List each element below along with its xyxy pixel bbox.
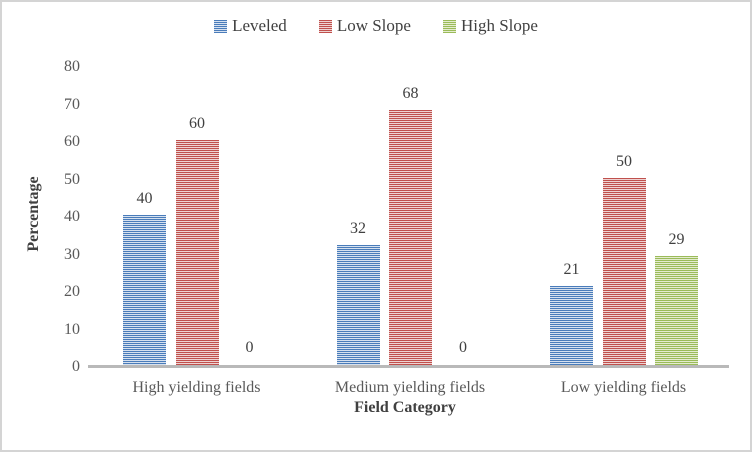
y-tick-label: 80 [64, 58, 80, 75]
value-label-high-slope-medium-yielding-fields: 0 [459, 339, 467, 356]
legend-item-low-slope: Low Slope [318, 16, 411, 36]
legend-item-high-slope: High Slope [442, 16, 538, 36]
bar-low-slope-high-yielding-fields [175, 140, 219, 365]
bar-low-slope-low-yielding-fields [602, 177, 646, 365]
bar-leveled-low-yielding-fields [550, 286, 593, 365]
value-label-leveled-low-yielding-fields: 21 [563, 261, 580, 279]
bar-leveled-medium-yielding-fields [336, 245, 380, 365]
y-tick-label: 20 [64, 283, 80, 300]
legend: Leveled Low Slope High Slope [0, 16, 752, 36]
bar-leveled-high-yielding-fields [123, 215, 166, 365]
y-axis-title: Percentage [25, 176, 42, 252]
category-label-medium-yielding-fields: Medium yielding fields [334, 379, 486, 396]
y-tick-label: 40 [64, 208, 80, 225]
legend-item-leveled: Leveled [214, 16, 287, 36]
y-tick-label: 70 [64, 95, 80, 113]
legend-swatch-low-slope-icon [318, 19, 332, 33]
y-tick-label: 10 [64, 320, 80, 338]
value-label-low-slope-medium-yielding-fields: 68 [402, 85, 419, 102]
value-label-leveled-high-yielding-fields: 40 [136, 190, 153, 207]
y-tick-label: 50 [64, 170, 80, 188]
value-label-high-slope-low-yielding-fields: 29 [668, 231, 685, 249]
value-label-high-slope-high-yielding-fields: 0 [245, 339, 254, 356]
value-label-low-slope-high-yielding-fields: 60 [189, 115, 205, 132]
x-axis-title: Field Category [354, 399, 456, 416]
bar-low-slope-medium-yielding-fields [389, 110, 432, 365]
legend-label: High Slope [460, 16, 538, 35]
category-label-low-yielding-fields: Low yielding fields [560, 379, 687, 396]
y-tick-label: 60 [64, 133, 80, 150]
y-tick-label: 30 [64, 245, 80, 263]
bar-high-slope-low-yielding-fields [655, 256, 698, 365]
x-axis-line [88, 365, 729, 368]
legend-label: Leveled [232, 16, 287, 35]
value-label-leveled-medium-yielding-fields: 32 [350, 220, 366, 237]
legend-swatch-high-slope-icon [442, 19, 456, 33]
y-tick-label: 0 [72, 358, 80, 375]
legend-label: Low Slope [336, 16, 411, 35]
category-label-high-yielding-fields: High yielding fields [132, 379, 261, 396]
value-label-low-slope-low-yielding-fields: 50 [616, 152, 632, 170]
legend-swatch-leveled-icon [214, 19, 228, 33]
